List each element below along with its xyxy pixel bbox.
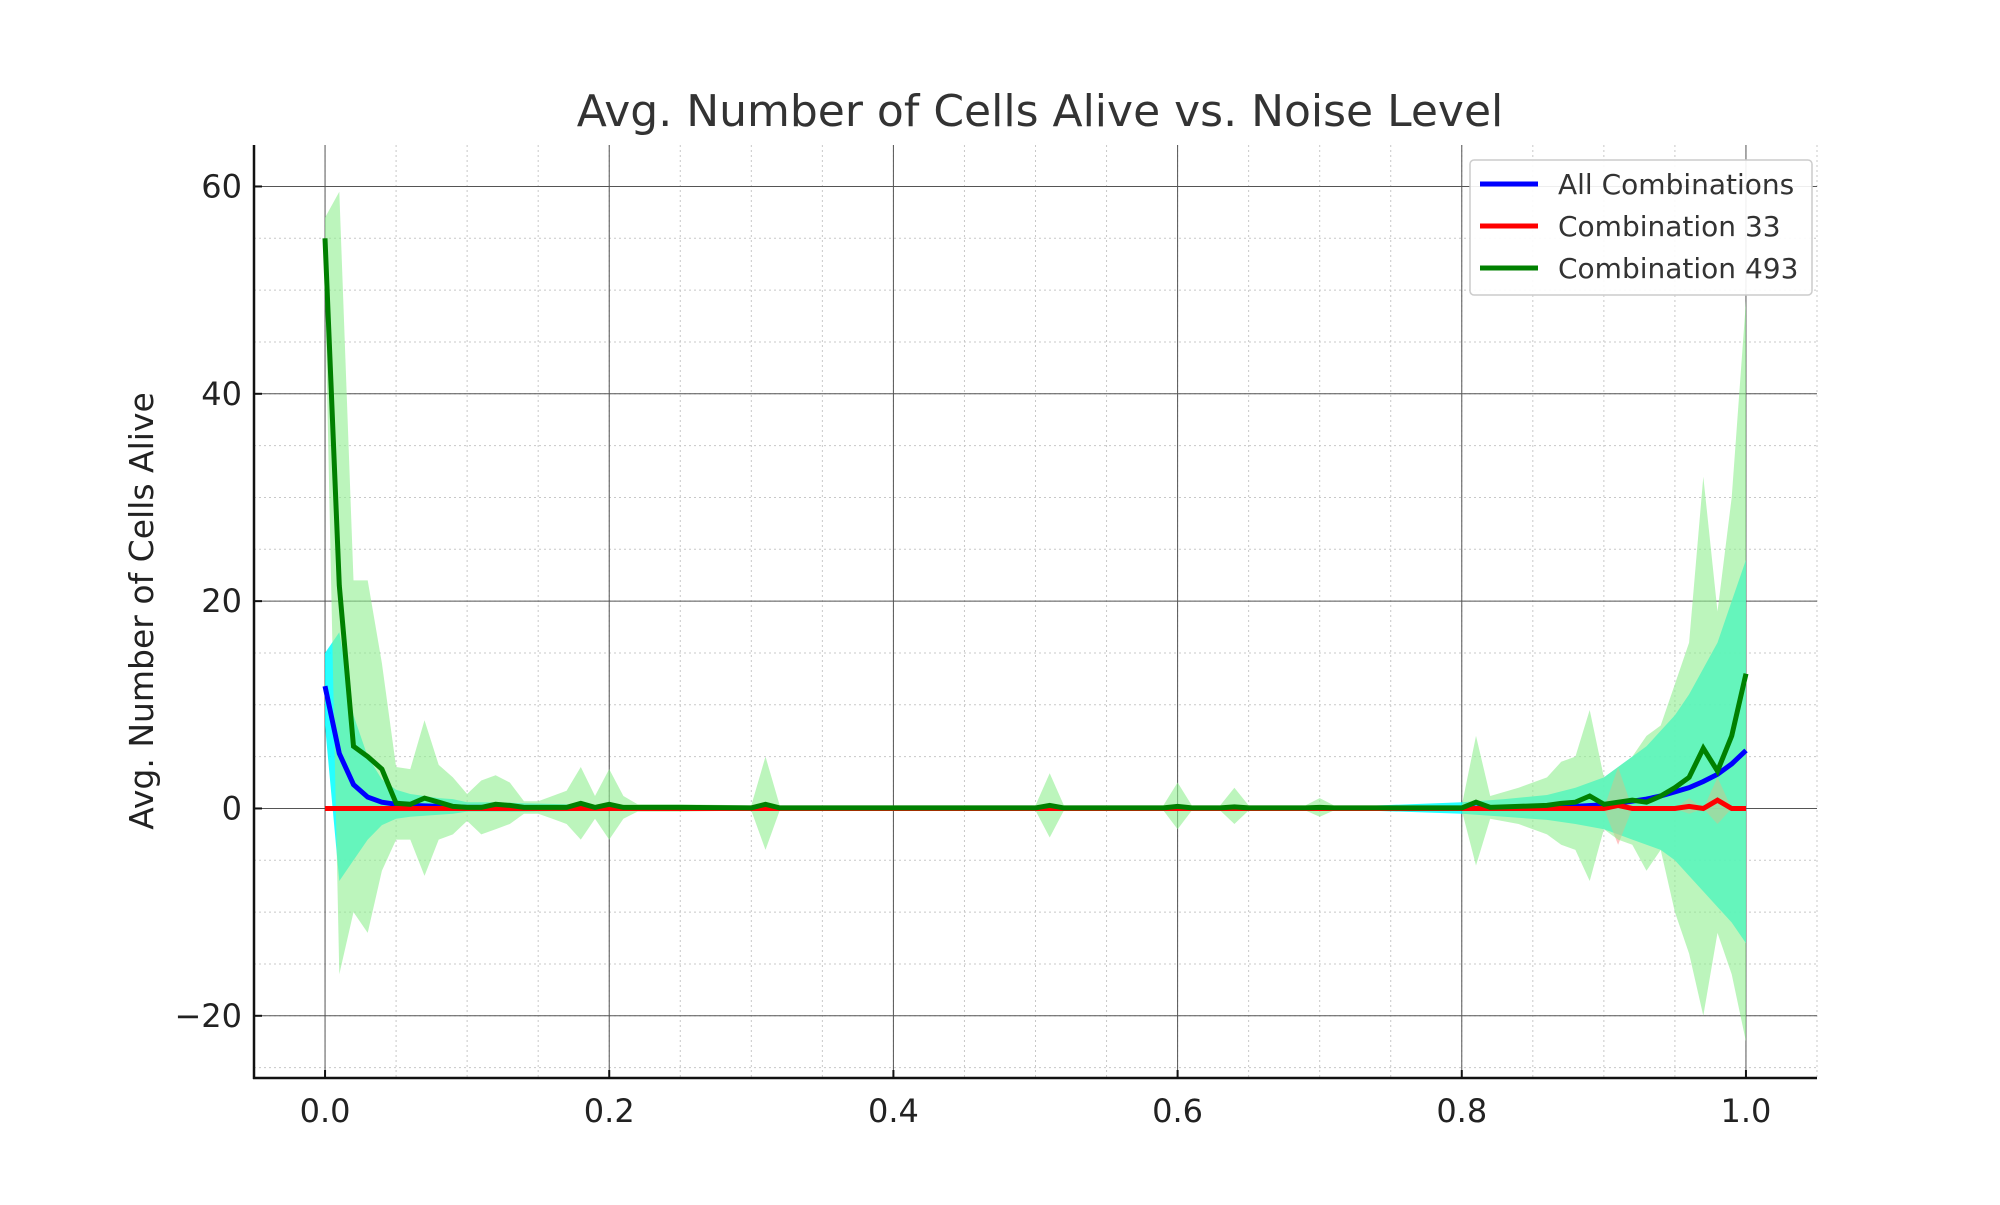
legend-entry: Combination 33 bbox=[1558, 210, 1781, 243]
y-axis-label: Avg. Number of Cells Alive bbox=[122, 392, 161, 830]
y-tick-label: 20 bbox=[201, 582, 242, 620]
series-lines bbox=[322, 238, 1749, 812]
line-series-2 bbox=[322, 238, 1749, 811]
x-tick-label: 1.0 bbox=[1721, 1092, 1772, 1130]
x-tick-label: 0.0 bbox=[300, 1092, 351, 1130]
x-tick-label: 0.6 bbox=[1152, 1092, 1203, 1130]
y-tick-label: 40 bbox=[201, 375, 242, 413]
x-tick-label: 0.8 bbox=[1436, 1092, 1487, 1130]
y-tick-label: 0 bbox=[222, 789, 242, 827]
legend: All Combinations Combination 33 Combinatio… bbox=[1469, 159, 1813, 296]
x-tick-label: 0.2 bbox=[584, 1092, 635, 1130]
y-tick-label: −20 bbox=[174, 997, 242, 1035]
y-tick-label: 60 bbox=[201, 167, 242, 205]
legend-box bbox=[1469, 159, 1813, 296]
axes bbox=[252, 145, 1817, 1080]
legend-entry: Combination 493 bbox=[1558, 252, 1798, 285]
legend-entry: All Combinations bbox=[1558, 168, 1794, 201]
tick-labels: 0.0 0.2 0.4 0.6 0.8 1.0 −20 0 20 40 60 bbox=[174, 167, 1771, 1130]
chart-title: Avg. Number of Cells Alive vs. Noise Lev… bbox=[577, 86, 1504, 137]
x-tick-label: 0.4 bbox=[868, 1092, 919, 1130]
